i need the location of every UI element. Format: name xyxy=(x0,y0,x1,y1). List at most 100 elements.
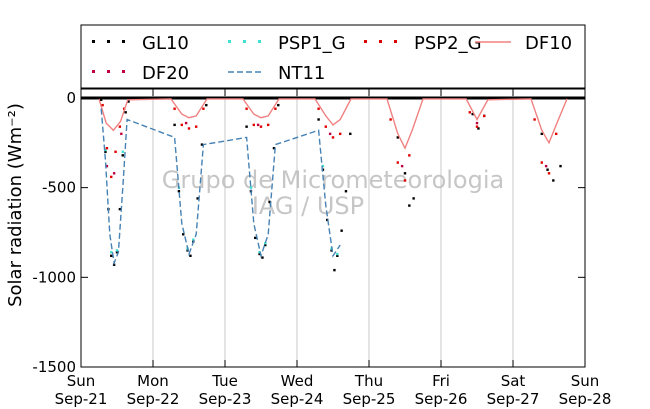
watermark-line-2: IAG / USP xyxy=(252,192,364,220)
legend-swatch xyxy=(228,40,231,43)
data-point xyxy=(101,103,104,107)
data-point xyxy=(408,154,411,157)
series-nt11 xyxy=(100,108,341,266)
legend-item-psp1_g: PSP1_G xyxy=(228,33,346,54)
legend-swatch xyxy=(107,70,110,73)
data-point xyxy=(173,107,176,110)
data-point xyxy=(267,123,270,127)
data-point xyxy=(547,172,551,175)
data-point xyxy=(105,146,109,150)
data-point xyxy=(349,132,352,136)
data-point xyxy=(245,125,248,128)
data-point xyxy=(277,103,280,107)
x-tick-date: Sep-24 xyxy=(271,390,324,408)
x-tick-day: Wed xyxy=(281,372,314,390)
data-point xyxy=(471,112,474,116)
legend-item-df20: DF20 xyxy=(92,63,189,84)
data-point xyxy=(205,103,208,107)
data-point xyxy=(110,251,113,254)
data-point xyxy=(477,127,480,130)
data-point xyxy=(336,254,339,257)
legend-label: GL10 xyxy=(142,33,189,54)
data-point xyxy=(104,150,107,153)
x-tick-date: Sep-28 xyxy=(559,390,612,408)
y-tick-label: 0 xyxy=(66,89,76,107)
data-point xyxy=(317,107,320,110)
legend-swatch xyxy=(258,40,261,43)
x-tick-date: Sep-23 xyxy=(199,390,252,408)
x-tick-date: Sep-27 xyxy=(487,390,540,408)
data-point xyxy=(389,118,392,121)
axes: 0-500-1000-1500SunSep-21MonSep-22TueSep-… xyxy=(32,89,611,408)
data-point xyxy=(336,252,339,256)
legend-swatch xyxy=(243,40,246,43)
data-point xyxy=(261,256,264,259)
legend-swatch xyxy=(122,70,125,73)
data-point xyxy=(274,107,277,110)
data-point xyxy=(182,233,185,236)
series-line xyxy=(100,108,341,266)
x-tick-day: Mon xyxy=(137,372,169,390)
data-point xyxy=(114,150,117,153)
legend-swatch xyxy=(92,70,95,73)
data-point xyxy=(264,243,267,247)
y-tick-label: -500 xyxy=(42,179,76,197)
data-point xyxy=(187,127,191,130)
legend-label: PSP1_G xyxy=(278,33,346,54)
data-point xyxy=(131,97,135,101)
data-point xyxy=(412,197,415,200)
x-tick-day: Sun xyxy=(571,372,600,390)
data-point xyxy=(189,254,192,257)
data-point xyxy=(124,111,127,114)
legend-label: DF10 xyxy=(525,33,572,54)
series-layer xyxy=(81,96,585,272)
data-point xyxy=(468,111,471,114)
data-point xyxy=(540,161,543,164)
data-point xyxy=(105,164,109,168)
data-point xyxy=(104,148,107,152)
legend-swatch xyxy=(364,40,367,43)
data-point xyxy=(317,118,320,121)
data-point xyxy=(259,125,263,128)
data-point xyxy=(256,123,260,127)
data-point xyxy=(268,200,271,204)
data-point xyxy=(321,164,325,168)
data-point xyxy=(110,254,113,257)
data-point xyxy=(110,175,113,179)
series-df20 xyxy=(105,121,548,175)
data-point xyxy=(540,132,543,136)
data-point xyxy=(99,98,103,101)
data-point xyxy=(121,150,124,153)
data-point xyxy=(120,132,123,136)
legend-label: NT11 xyxy=(278,63,325,84)
data-point xyxy=(324,125,327,128)
legend-swatch xyxy=(122,40,125,43)
data-point xyxy=(127,100,130,103)
data-point xyxy=(184,121,188,125)
legend-swatch xyxy=(379,40,382,43)
legend-swatch xyxy=(107,40,110,43)
data-point xyxy=(196,197,199,200)
data-point xyxy=(258,252,261,256)
data-point xyxy=(546,168,549,171)
y-tick-label: -1500 xyxy=(32,358,76,376)
data-point xyxy=(400,164,404,168)
x-tick-date: Sep-21 xyxy=(55,390,108,408)
data-point xyxy=(403,179,407,182)
data-point xyxy=(403,172,407,175)
x-tick-day: Tue xyxy=(211,372,238,390)
data-point xyxy=(252,123,255,127)
legend: GL10 PSP1_G PSP2_G DF10 DF20 NT11 xyxy=(92,33,572,84)
legend-box xyxy=(80,24,586,89)
data-point xyxy=(331,136,335,139)
data-point xyxy=(115,251,119,254)
legend-label: DF20 xyxy=(142,63,189,84)
data-point xyxy=(192,238,195,241)
y-axis-label: Solar radiation (Wm⁻²) xyxy=(5,103,26,307)
y-tick-label: -1000 xyxy=(32,268,76,286)
legend-item-nt11: NT11 xyxy=(228,63,325,84)
data-point xyxy=(328,132,332,136)
data-point xyxy=(118,125,122,128)
x-tick-day: Sun xyxy=(67,372,96,390)
